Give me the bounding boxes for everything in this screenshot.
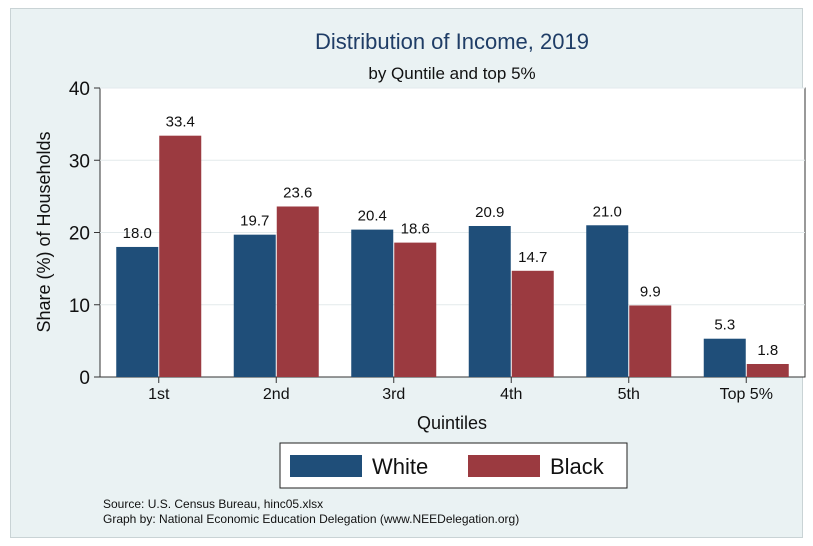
x-tick-label: Top 5%: [720, 386, 773, 403]
bar-white-3: [351, 229, 394, 377]
y-tick-label: 30: [69, 151, 90, 172]
data-label: 5.3: [714, 317, 735, 334]
chart-subtitle: by Quntile and top 5%: [368, 64, 535, 83]
x-axis-title: Quintiles: [417, 413, 487, 433]
bar-white-1: [116, 246, 159, 377]
source-note: Source: U.S. Census Bureau, hinc05.xlsx: [103, 497, 323, 511]
data-label: 18.6: [401, 221, 430, 238]
legend: White Black: [279, 442, 628, 489]
bar-white-2: [233, 234, 276, 377]
legend-swatch-white: [290, 455, 362, 477]
y-tick-label: 40: [69, 79, 90, 100]
bar-black-4: [511, 270, 554, 377]
y-tick-label: 20: [69, 224, 90, 245]
data-label: 23.6: [283, 184, 312, 201]
data-label: 14.7: [518, 249, 547, 266]
bar-white-5: [586, 225, 629, 377]
legend-swatch-black: [468, 455, 540, 477]
data-label: 33.4: [166, 114, 195, 131]
bars: 18.0 33.4 19.7 23.6 20.4 18.6 20.9 14.7 21.0 9.9 5…: [116, 114, 789, 377]
legend-label-black: Black: [550, 454, 605, 479]
bar-black-5: [629, 305, 672, 377]
x-tick-label: 2nd: [263, 386, 290, 403]
data-label: 19.7: [240, 213, 269, 230]
bar-white-4: [468, 225, 511, 377]
chart-title: Distribution of Income, 2019: [315, 29, 589, 54]
legend-label-white: White: [372, 454, 428, 479]
y-axis-title: Share (%) of Households: [34, 131, 54, 332]
bar-white-6: [703, 338, 746, 377]
bar-black-3: [394, 242, 437, 377]
y-axis: 0 10 20 30 40: [69, 79, 100, 389]
data-label: 21.0: [593, 203, 622, 220]
data-label: 1.8: [757, 342, 778, 359]
x-tick-label: 1st: [148, 386, 170, 403]
y-tick-label: 0: [79, 368, 90, 389]
data-label: 9.9: [640, 283, 661, 300]
y-tick-label: 10: [69, 296, 90, 317]
x-tick-label: 3rd: [382, 386, 405, 403]
graph-by-note: Graph by: National Economic Education De…: [103, 512, 519, 526]
data-label: 20.4: [358, 208, 387, 225]
bar-black-1: [159, 135, 202, 377]
x-tick-label: 4th: [500, 386, 522, 403]
bar-black-6: [746, 363, 789, 377]
data-label: 18.0: [123, 225, 152, 242]
x-axis: 1st 2nd 3rd 4th 5th Top 5%: [148, 377, 773, 403]
gridlines: [100, 87, 805, 306]
data-label: 20.9: [475, 204, 504, 221]
x-tick-label: 5th: [618, 386, 640, 403]
bar-black-2: [276, 206, 319, 377]
